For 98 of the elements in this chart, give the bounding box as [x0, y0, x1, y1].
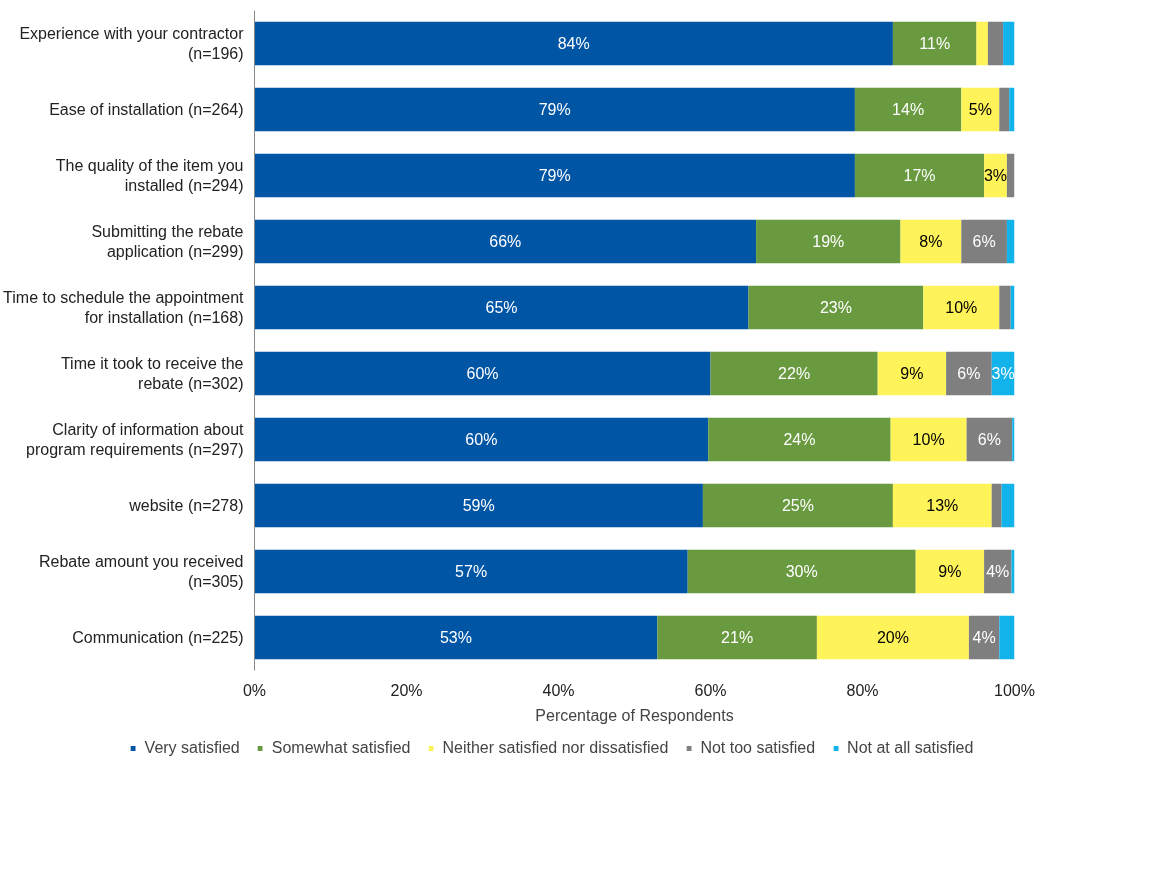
data-label: 9%: [938, 563, 962, 580]
data-label: 8%: [919, 233, 943, 250]
y-tick-label: website (n=278): [128, 497, 244, 514]
bar: [854, 87, 962, 132]
bar: [702, 483, 893, 528]
data-label: 4%: [972, 629, 996, 646]
data-label: 13%: [926, 497, 959, 514]
y-tick-label: Communication (n=225): [72, 629, 244, 646]
y-tick-label: The quality of the item you installed (n=294): [55, 156, 244, 195]
data-label: 14%: [892, 101, 925, 118]
bar: [254, 483, 703, 528]
bar: [923, 285, 1000, 330]
x-tick-label: 40%: [542, 681, 575, 699]
x-tick-label: 0%: [242, 681, 267, 699]
bar: [254, 351, 711, 396]
legend-label: Somewhat satisfied: [271, 739, 411, 757]
bar: [915, 549, 985, 594]
data-label: 57%: [455, 563, 488, 580]
legend-label: Neither satisfied nor dissatisfied: [442, 739, 669, 757]
y-tick-label: Ease of installation (n=264): [49, 101, 244, 118]
data-label: 84%: [557, 35, 590, 52]
data-label: 11%: [919, 35, 951, 52]
y-tick-label: Experience with your contractor (n=196): [19, 24, 245, 63]
legend-label: Not at all satisfied: [847, 739, 974, 757]
bar: [254, 615, 658, 660]
bar: [254, 417, 709, 462]
data-label: 59%: [462, 497, 495, 514]
bar: [892, 21, 977, 66]
data-label: 53%: [439, 629, 472, 646]
data-label: 66%: [489, 233, 522, 250]
legend-label: Not too satisfied: [700, 739, 816, 757]
bar: [854, 153, 985, 198]
data-label: 23%: [819, 299, 852, 316]
bar: [254, 21, 893, 66]
bar: [890, 417, 967, 462]
x-axis-title: Percentage of Respondents: [535, 706, 734, 724]
y-tick-label: Time it took to receive the rebate (n=302): [60, 354, 244, 393]
y-tick-label: Rebate amount you received (n=305): [38, 552, 244, 591]
legend-label: Very satisfied: [144, 739, 240, 757]
x-tick-label: 60%: [694, 681, 727, 699]
bar: [657, 615, 817, 660]
bar: [254, 285, 749, 330]
bar: [1006, 153, 1015, 198]
data-label: 22%: [778, 365, 811, 382]
bar: [999, 87, 1010, 132]
bar: [976, 21, 988, 66]
bar: [999, 285, 1011, 330]
bar: [756, 219, 901, 264]
bar: [816, 615, 969, 660]
bar: [1009, 87, 1015, 132]
bar: [254, 153, 855, 198]
data-label: 79%: [538, 101, 571, 118]
data-label: 65%: [485, 299, 518, 316]
bar: [877, 351, 947, 396]
bar: [900, 219, 962, 264]
data-label: 19%: [812, 233, 845, 250]
y-tick-label: Time to schedule the appointment for installation (n=168): [3, 288, 245, 327]
data-label: 25%: [781, 497, 814, 514]
x-tick-label: 80%: [846, 681, 879, 699]
bar: [892, 483, 992, 528]
bar: [254, 219, 757, 264]
data-label: 30%: [785, 563, 818, 580]
bar: [987, 21, 1004, 66]
data-label: 3%: [991, 365, 1015, 382]
data-label: 4%: [986, 563, 1010, 580]
bar: [961, 219, 1007, 264]
data-label: 5%: [968, 101, 992, 118]
bar: [1001, 483, 1015, 528]
y-tick-label: Clarity of information about program requirements (n=297): [26, 420, 245, 459]
data-label: 9%: [900, 365, 924, 382]
data-label: 3%: [983, 167, 1008, 184]
data-label: 17%: [903, 167, 936, 184]
bar: [1003, 21, 1015, 66]
bar: [710, 351, 878, 396]
bar: [254, 87, 855, 132]
bar: [946, 351, 992, 396]
bar: [748, 285, 924, 330]
bar: [1006, 219, 1015, 264]
data-label: 24%: [783, 431, 816, 448]
bar: [991, 483, 1002, 528]
data-label: 79%: [538, 167, 571, 184]
data-label: 21%: [721, 629, 754, 646]
y-tick-label: Submitting the rebate application (n=299): [91, 222, 244, 261]
x-tick-label: 100%: [994, 681, 1035, 699]
bar: [1011, 549, 1015, 594]
data-label: 6%: [957, 365, 981, 382]
bar: [687, 549, 916, 594]
data-label: 6%: [977, 431, 1001, 448]
data-label: 10%: [912, 431, 945, 448]
bar: [708, 417, 891, 462]
data-label: 10%: [945, 299, 978, 316]
bar: [254, 549, 688, 594]
bar: [999, 615, 1015, 660]
data-label: 20%: [876, 629, 909, 646]
data-label: 60%: [466, 365, 499, 382]
data-label: 60%: [465, 431, 498, 448]
data-label: 6%: [972, 233, 996, 250]
x-tick-label: 20%: [390, 681, 423, 699]
